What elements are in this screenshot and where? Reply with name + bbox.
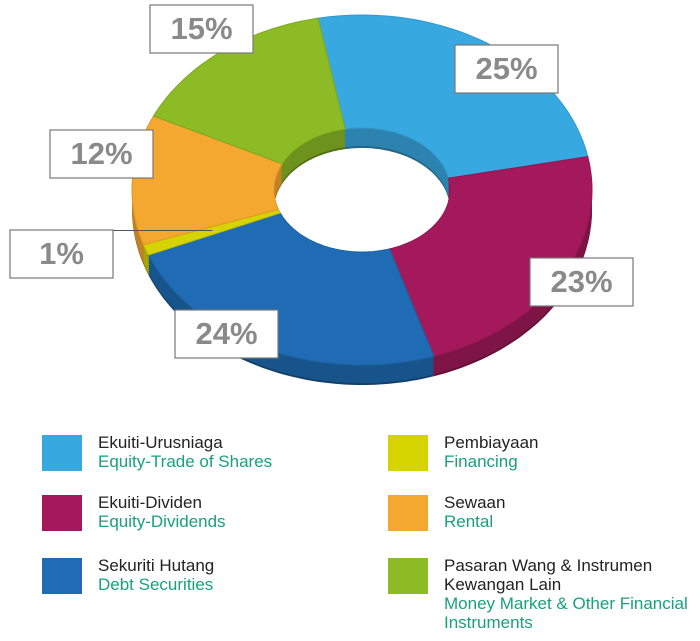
legend-item: Ekuiti-Dividen Equity-Dividends bbox=[42, 493, 372, 531]
legend-label-en: Equity-Dividends bbox=[98, 512, 226, 531]
legend-swatch bbox=[388, 495, 428, 531]
legend-text: Pasaran Wang & Instrumen Kewangan Lain Mo… bbox=[444, 556, 700, 632]
label-box bbox=[149, 4, 254, 54]
legend-item: Pembiayaan Financing bbox=[388, 433, 700, 471]
legend-label-en: Financing bbox=[444, 452, 518, 471]
value-label: 24% bbox=[195, 316, 257, 351]
legend-item: Ekuiti-Urusniaga Equity-Trade of Shares bbox=[42, 433, 372, 471]
legend-swatch bbox=[42, 495, 82, 531]
legend-item: Sekuriti Hutang Debt Securities bbox=[42, 556, 372, 594]
legend-label: Pembiayaan bbox=[444, 433, 539, 452]
legend-text: Ekuiti-Dividen Equity-Dividends bbox=[98, 493, 358, 531]
legend-label-en: Debt Securities bbox=[98, 575, 214, 594]
legend-text: Sewaan Rental bbox=[444, 493, 700, 531]
legend-swatch bbox=[42, 435, 82, 471]
legend-text: Sekuriti Hutang Debt Securities bbox=[98, 556, 358, 594]
label-box bbox=[9, 229, 114, 279]
legend-text: Pembiayaan Financing bbox=[444, 433, 700, 471]
label-box bbox=[529, 257, 634, 307]
value-label: 15% bbox=[170, 11, 232, 46]
legend-label: Ekuiti-Dividen bbox=[98, 493, 202, 512]
value-label: 25% bbox=[475, 51, 537, 86]
slice bbox=[317, 14, 589, 179]
label-box bbox=[454, 44, 559, 94]
value-label: 1% bbox=[39, 236, 84, 271]
slice bbox=[152, 17, 346, 165]
legend-item: Sewaan Rental bbox=[388, 493, 700, 531]
legend-label: Pasaran Wang & Instrumen Kewangan Lain bbox=[444, 556, 653, 594]
legend-item: Pasaran Wang & Instrumen Kewangan Lain Mo… bbox=[388, 556, 700, 632]
legend-label: Sewaan bbox=[444, 493, 506, 512]
legend-label-en: Money Market & Other Financial Instrumen… bbox=[444, 594, 688, 632]
value-label: 12% bbox=[70, 136, 132, 171]
legend-text: Ekuiti-Urusniaga Equity-Trade of Shares bbox=[98, 433, 358, 471]
value-label: 23% bbox=[550, 264, 612, 299]
legend-swatch bbox=[42, 558, 82, 594]
label-box bbox=[49, 129, 154, 179]
legend-label-en: Equity-Trade of Shares bbox=[98, 452, 273, 471]
legend-swatch bbox=[388, 558, 428, 594]
donut-chart: 25% 23% 24% 1% 12% 15% bbox=[9, 4, 634, 385]
legend-label-en: Rental bbox=[444, 512, 494, 531]
legend-label: Sekuriti Hutang bbox=[98, 556, 215, 575]
legend-swatch bbox=[388, 435, 428, 471]
legend-label: Ekuiti-Urusniaga bbox=[98, 433, 223, 452]
label-box bbox=[174, 309, 279, 359]
